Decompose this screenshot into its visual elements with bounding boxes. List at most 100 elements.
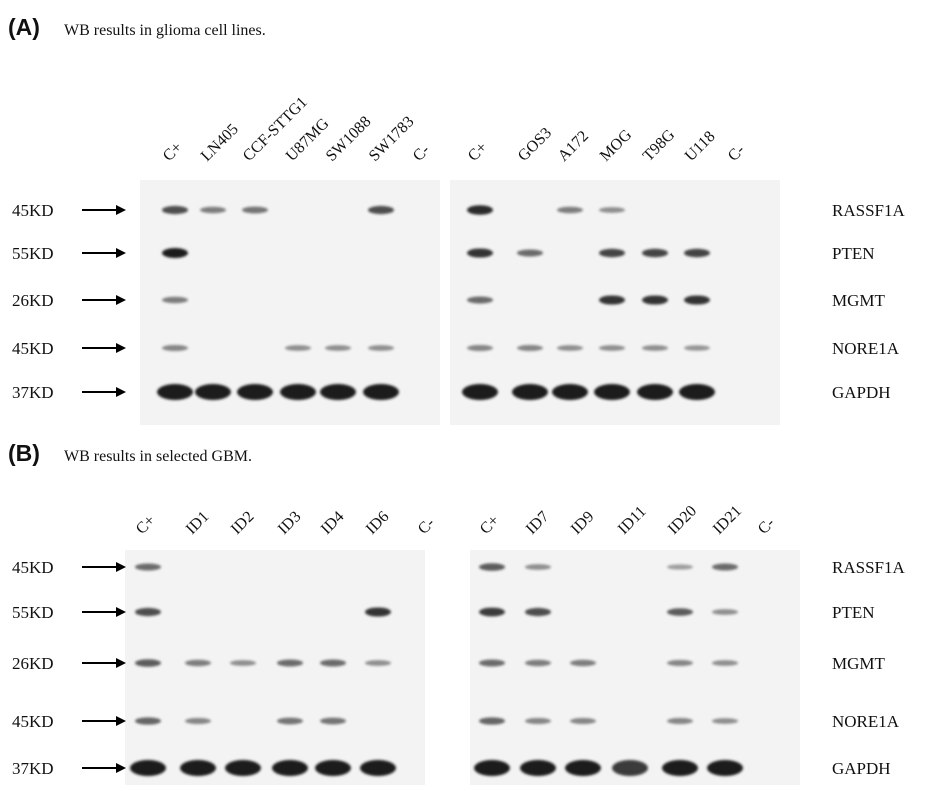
band — [599, 295, 625, 304]
band — [368, 206, 394, 214]
arrow-head — [116, 658, 126, 668]
band — [315, 760, 351, 776]
band — [684, 295, 710, 304]
band — [679, 384, 715, 400]
lane-label: SW1088 — [323, 113, 375, 165]
arrow-head — [116, 716, 126, 726]
band — [642, 345, 668, 351]
marker-size: 26KD — [12, 291, 54, 310]
band — [467, 205, 493, 214]
band — [552, 384, 588, 400]
band — [520, 760, 556, 776]
band — [517, 345, 543, 351]
figure: (A)WB results in glioma cell lines.C+LN4… — [0, 0, 928, 791]
arrow-head — [116, 562, 126, 572]
page: {"panels": [ {"label": "(A)", "caption":… — [0, 0, 928, 791]
band — [157, 384, 193, 400]
lane-label: C+ — [160, 139, 186, 165]
blot-membrane — [470, 550, 800, 785]
arrow-head — [116, 387, 126, 397]
band — [360, 760, 396, 776]
lane-label: T98G — [640, 126, 679, 165]
lane-label: ID9 — [568, 508, 598, 538]
band — [474, 760, 510, 776]
lane-label: ID7 — [523, 508, 553, 538]
band — [525, 660, 551, 666]
lane-label: ID6 — [363, 508, 393, 538]
band — [325, 345, 351, 351]
lane-label: GOS3 — [515, 125, 555, 165]
band — [467, 248, 493, 257]
panel: (A)WB results in glioma cell lines.C+LN4… — [8, 14, 905, 425]
arrow-head — [116, 248, 126, 258]
lane-label: C+ — [133, 512, 159, 538]
band — [230, 660, 256, 666]
blot-membrane — [125, 550, 425, 785]
arrow-head — [116, 343, 126, 353]
band — [200, 207, 226, 213]
protein-name: PTEN — [832, 244, 875, 263]
band — [525, 718, 551, 724]
lane-label: ID11 — [615, 503, 650, 538]
lane-label: LN405 — [198, 121, 242, 165]
band — [285, 345, 311, 351]
panel-caption: WB results in selected GBM. — [64, 448, 252, 465]
band — [185, 718, 211, 724]
band — [512, 384, 548, 400]
band — [272, 760, 308, 776]
band — [662, 760, 698, 776]
band — [237, 384, 273, 400]
lane-label: C- — [415, 514, 438, 537]
band — [599, 207, 625, 213]
band — [667, 608, 693, 616]
band — [467, 345, 493, 351]
marker-size: 45KD — [12, 339, 54, 358]
lane-label: ID20 — [665, 503, 700, 538]
band — [684, 249, 710, 258]
lane-label: C- — [755, 514, 778, 537]
band — [462, 384, 498, 400]
marker-size: 45KD — [12, 558, 54, 577]
lane-label: ID3 — [275, 508, 305, 538]
lane-label: A172 — [555, 128, 592, 165]
band — [599, 249, 625, 258]
lane-label: C+ — [477, 512, 503, 538]
protein-name: NORE1A — [832, 712, 900, 731]
band — [242, 207, 268, 214]
protein-name: MGMT — [832, 654, 886, 673]
band — [557, 345, 583, 351]
band — [637, 384, 673, 400]
marker-size: 37KD — [12, 759, 54, 778]
arrow-head — [116, 295, 126, 305]
marker-size: 37KD — [12, 383, 54, 402]
band — [712, 660, 738, 666]
arrow-head — [116, 763, 126, 773]
band — [667, 718, 693, 724]
band — [712, 609, 738, 615]
band — [479, 608, 505, 617]
marker-size: 26KD — [12, 654, 54, 673]
lane-label: ID21 — [710, 503, 745, 538]
band — [180, 760, 216, 776]
arrow-head — [116, 607, 126, 617]
marker-size: 55KD — [12, 244, 54, 263]
band — [368, 345, 394, 351]
band — [135, 659, 161, 667]
protein-name: GAPDH — [832, 759, 891, 778]
band — [570, 718, 596, 724]
band — [667, 564, 693, 569]
protein-name: RASSF1A — [832, 558, 905, 577]
band — [225, 760, 261, 776]
band — [162, 297, 188, 303]
band — [479, 660, 505, 667]
protein-name: MGMT — [832, 291, 886, 310]
protein-name: RASSF1A — [832, 201, 905, 220]
band — [525, 608, 551, 616]
band — [642, 295, 668, 304]
band — [363, 384, 399, 400]
protein-name: NORE1A — [832, 339, 900, 358]
band — [195, 384, 231, 400]
band — [570, 660, 596, 666]
band — [667, 660, 693, 666]
panel-label: (A) — [8, 14, 40, 40]
